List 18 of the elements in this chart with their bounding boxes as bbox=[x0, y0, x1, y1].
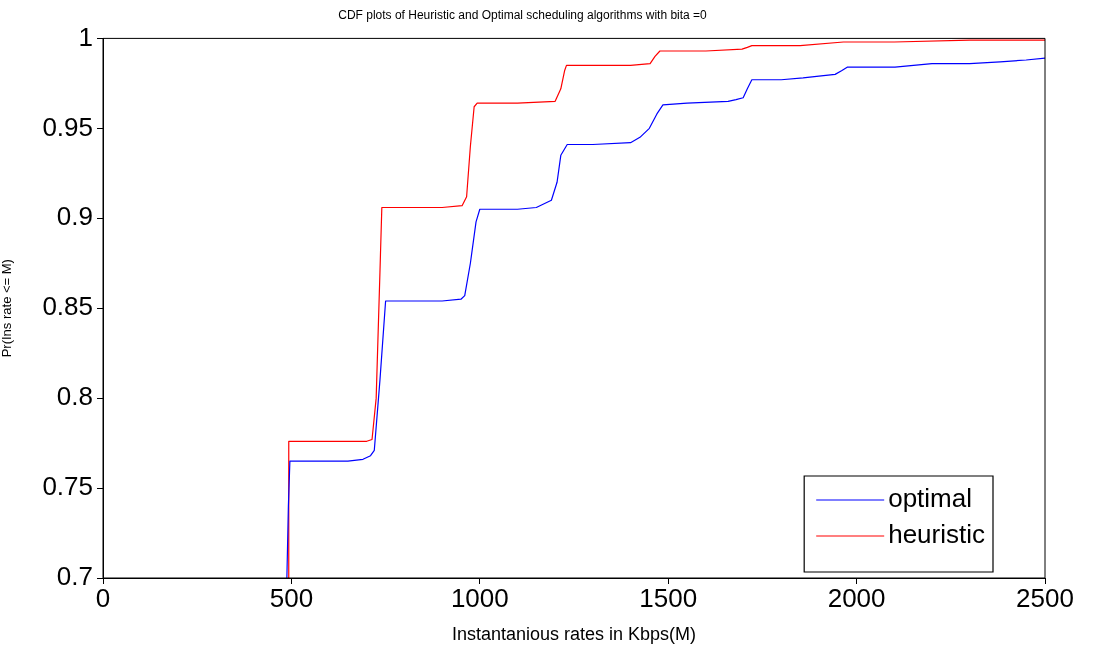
y-tick-label: 1 bbox=[78, 21, 93, 52]
y-tick-label: 0.7 bbox=[56, 561, 93, 592]
y-tick-label: 0.95 bbox=[42, 111, 93, 142]
chart-title: CDF plots of Heuristic and Optimal scheduling algorithms with bita =0 bbox=[338, 7, 708, 22]
legend-label: optimal bbox=[888, 483, 973, 514]
y-tick-label: 0.9 bbox=[56, 201, 93, 232]
y-tick-label: 0.8 bbox=[56, 381, 93, 412]
x-tick-label: 1500 bbox=[639, 582, 698, 613]
x-tick-label: 2000 bbox=[827, 582, 886, 613]
y-tick-label: 0.85 bbox=[42, 291, 93, 322]
x-axis-title: Instantanious rates in Kbps(M) bbox=[451, 624, 697, 645]
x-tick-label: 2500 bbox=[1016, 582, 1074, 613]
x-tick-label: 1000 bbox=[450, 582, 509, 613]
x-tick-label: 500 bbox=[269, 582, 314, 613]
y-tick-label: 0.75 bbox=[42, 471, 93, 502]
x-tick-label: 0 bbox=[95, 582, 111, 613]
y-axis-title: Pr(Ins rate <= M) bbox=[0, 259, 15, 358]
legend-label: heuristic bbox=[888, 519, 986, 550]
